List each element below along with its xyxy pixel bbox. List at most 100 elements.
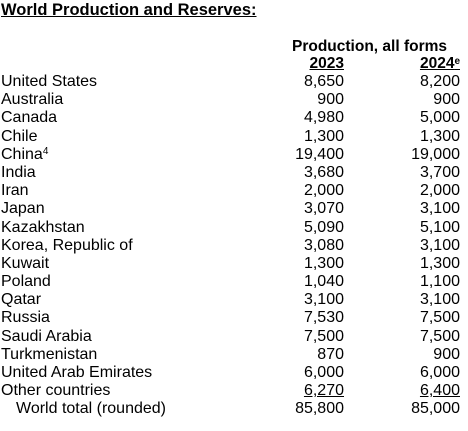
value-2023: 8,650 <box>268 73 344 91</box>
value-text: 1,300 <box>303 254 344 272</box>
value-text: 8,200 <box>419 73 460 90</box>
country-label: Iran <box>1 182 29 200</box>
value-text: 6,270 <box>303 382 344 400</box>
value-2023: 3,680 <box>268 164 344 182</box>
value-2024: 1,100 <box>380 273 460 291</box>
value-text: 19,400 <box>295 145 344 163</box>
column-group-header: Production, all forms <box>292 38 448 55</box>
value-2024: 1,300 <box>380 128 460 146</box>
country-name: Turkmenistan <box>1 346 97 364</box>
column-header-footnote: e <box>454 56 460 67</box>
value-2024: 5,000 <box>380 109 460 127</box>
total-value-2023: 85,800 <box>295 400 344 418</box>
value-2024: 6,400 <box>380 382 460 400</box>
table-row: Russia 7,530 7,500 <box>0 309 468 327</box>
value-text: 6,400 <box>419 382 460 400</box>
table-row: Canada 4,980 5,000 <box>0 109 468 127</box>
country-label: India <box>1 163 36 181</box>
country-name: Japan <box>1 200 45 218</box>
value-text: 19,000 <box>411 145 460 163</box>
value-text: 900 <box>433 345 460 363</box>
value-text: 1,300 <box>303 127 344 145</box>
value-text: 3,100 <box>303 291 344 309</box>
value-2024: 3,100 <box>380 237 460 255</box>
country-label: Other countries <box>1 382 111 400</box>
table-row: India 3,680 3,700 <box>0 164 468 182</box>
country-label: Poland <box>1 273 51 291</box>
value-2024: 3,700 <box>380 164 460 182</box>
table-row: Iran 2,000 2,000 <box>0 182 468 200</box>
country-name: United States <box>1 73 97 91</box>
total-row: World total (rounded) 85,800 85,000 <box>0 400 468 418</box>
table-row: Kazakhstan 5,090 5,100 <box>0 219 468 237</box>
value-text: 3,100 <box>419 200 460 218</box>
table-row: Australia 900 900 <box>0 91 468 109</box>
country-name: Chile <box>1 128 37 146</box>
value-text: 5,100 <box>419 218 460 236</box>
value-text: 2,000 <box>419 182 460 200</box>
value-text: 6,000 <box>303 364 344 381</box>
table-row: United States 8,650 8,200 <box>0 73 468 91</box>
table-row: Turkmenistan 870 900 <box>0 346 468 364</box>
total-label: World total (rounded) <box>16 400 166 418</box>
production-table: United States 8,650 8,200 Australia 900 900 Ca… <box>0 73 468 419</box>
country-name: Saudi Arabia <box>1 328 92 346</box>
table-row: Kuwait 1,300 1,300 <box>0 255 468 273</box>
country-label: Kazakhstan <box>1 218 85 236</box>
value-2023: 4,980 <box>268 109 344 127</box>
value-2023: 3,100 <box>268 291 344 309</box>
value-text: 2,000 <box>303 182 344 200</box>
country-label: Chile <box>1 127 38 145</box>
table-row: Japan 3,070 3,100 <box>0 200 468 218</box>
value-2023: 6,270 <box>268 382 344 400</box>
country-label: Australia <box>1 91 64 109</box>
country-name: Qatar <box>1 291 41 309</box>
country-name: United Arab Emirates <box>1 364 152 382</box>
value-text: 900 <box>317 91 344 109</box>
country-name: Iran <box>1 182 29 200</box>
column-header-label: 2023 <box>309 55 344 72</box>
value-2024: 900 <box>380 91 460 109</box>
value-text: 7,500 <box>303 327 344 345</box>
value-text: 8,650 <box>303 73 344 90</box>
country-label: Japan <box>1 200 45 218</box>
country-name: Poland <box>1 273 51 291</box>
value-2023: 1,300 <box>268 128 344 146</box>
country-label: Turkmenistan <box>1 345 98 363</box>
country-label: Saudi Arabia <box>1 327 92 345</box>
country-label: Kuwait <box>1 254 50 272</box>
country-name: Canada <box>1 109 57 127</box>
table-row: Qatar 3,100 3,100 <box>0 291 468 309</box>
value-2023: 1,040 <box>268 273 344 291</box>
table-row: Other countries 6,270 6,400 <box>0 382 468 400</box>
value-2023: 7,500 <box>268 328 344 346</box>
value-text: 4,980 <box>303 109 344 127</box>
value-2024: 900 <box>380 346 460 364</box>
value-2024: 2,000 <box>380 182 460 200</box>
country-name: India <box>1 164 36 182</box>
country-name: China4 <box>1 146 48 164</box>
country-label: Russia <box>1 309 50 327</box>
country-name: Korea, Republic of <box>1 237 133 255</box>
country-label: United States <box>1 73 98 90</box>
value-2024: 19,000 <box>380 146 460 164</box>
value-2023: 6,000 <box>268 364 344 382</box>
country-name: Kuwait <box>1 255 49 273</box>
value-text: 3,680 <box>303 163 344 181</box>
value-text: 1,100 <box>419 273 460 291</box>
value-text: 900 <box>433 91 460 109</box>
country-name: Other countries <box>1 382 110 400</box>
table-row: Poland 1,040 1,100 <box>0 273 468 291</box>
value-text: 3,100 <box>419 236 460 254</box>
value-text: 3,070 <box>303 200 344 218</box>
value-2024: 5,100 <box>380 219 460 237</box>
value-2023: 870 <box>268 346 344 364</box>
country-label: Qatar <box>1 291 42 309</box>
value-text: 1,040 <box>303 273 344 291</box>
value-text: 5,090 <box>303 218 344 236</box>
value-text: 7,530 <box>303 309 344 327</box>
value-2024: 3,100 <box>380 291 460 309</box>
table-row: United Arab Emirates 6,000 6,000 <box>0 364 468 382</box>
country-name: Australia <box>1 91 63 109</box>
column-header-2023: 2023 <box>268 55 344 73</box>
